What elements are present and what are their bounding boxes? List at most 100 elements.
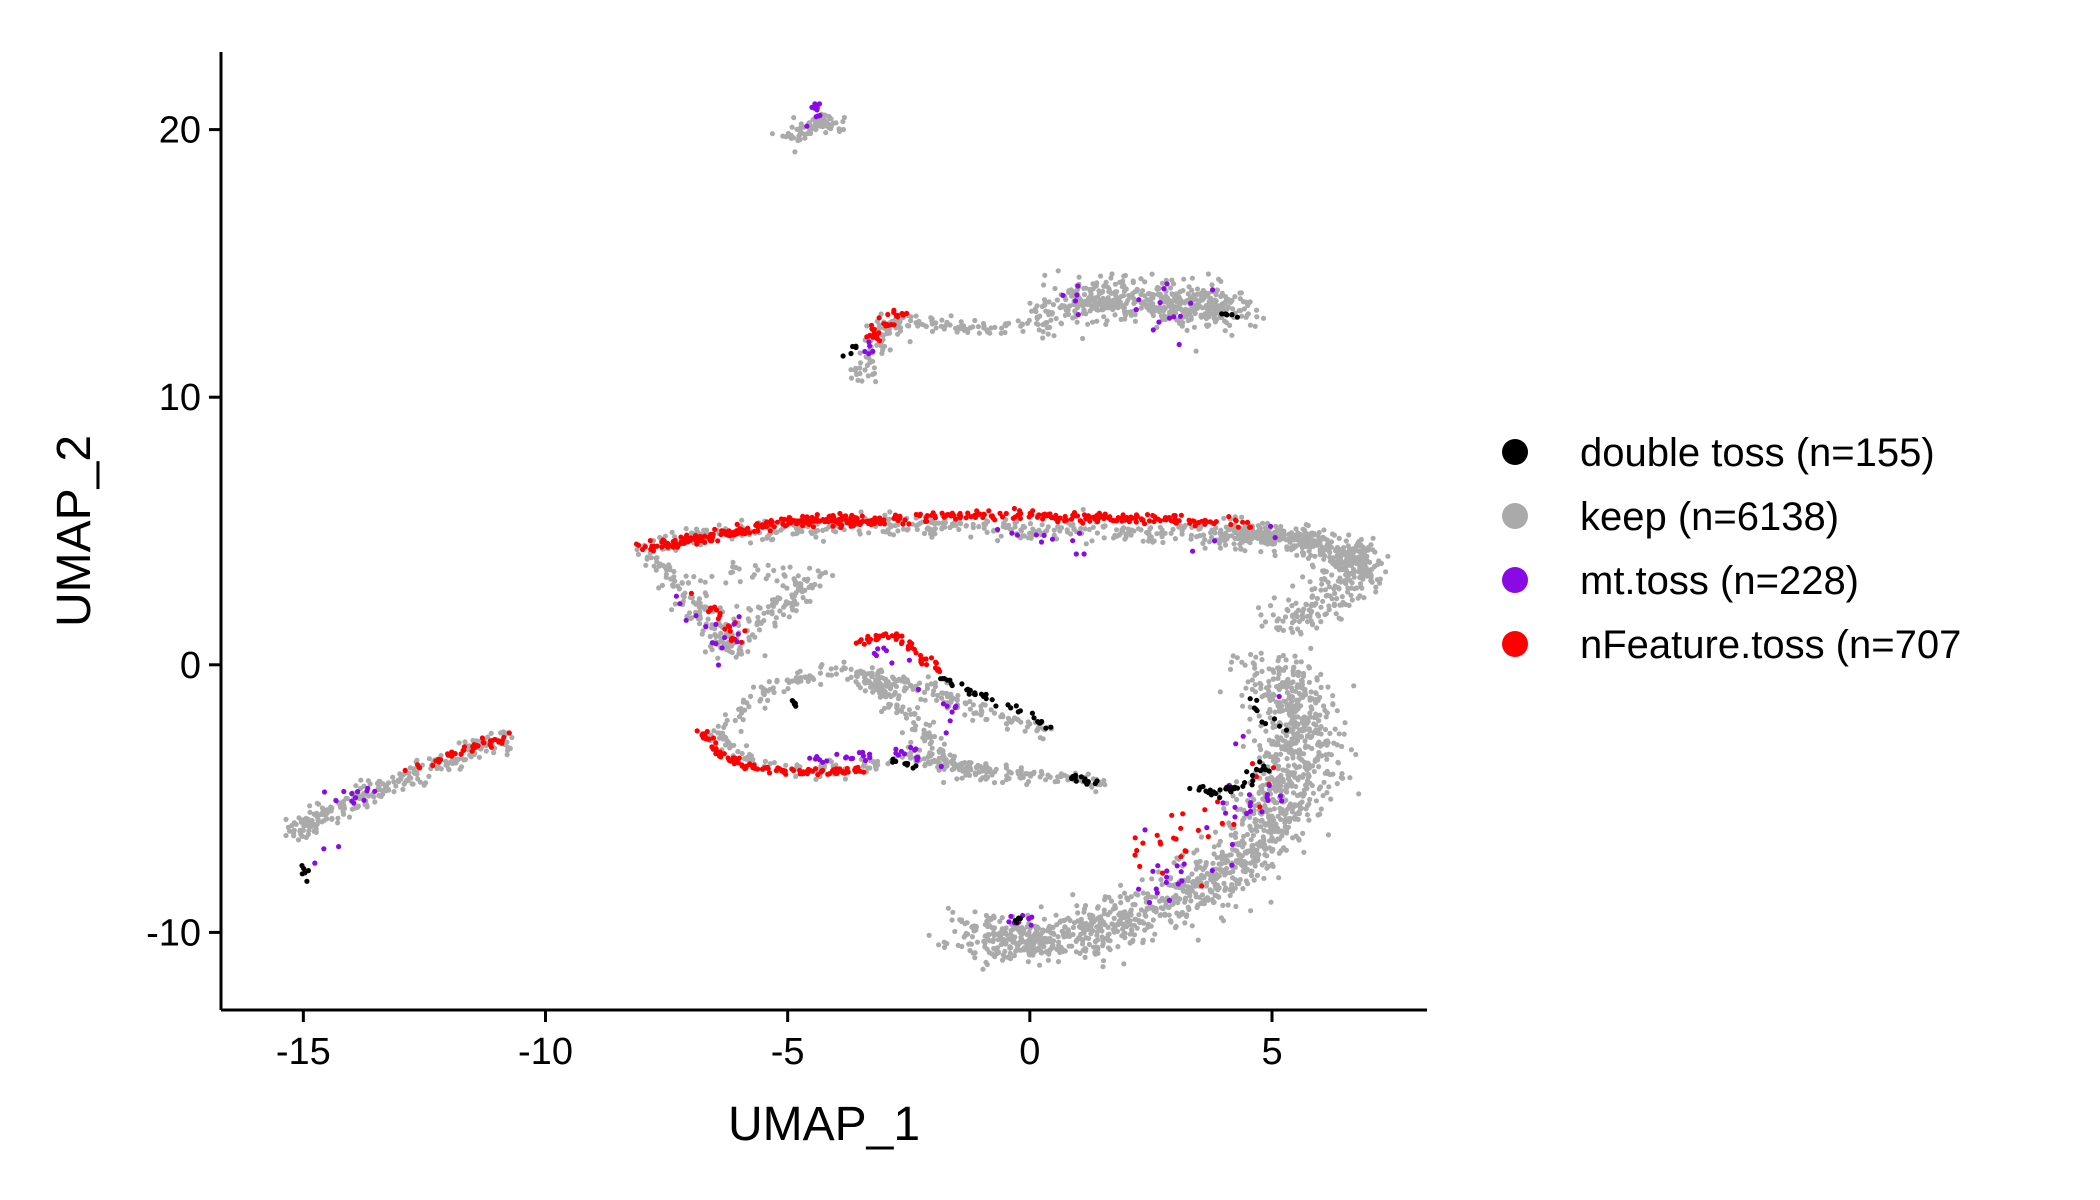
data-point xyxy=(1198,834,1204,840)
data-point xyxy=(1367,559,1373,565)
data-point xyxy=(862,367,868,373)
data-point xyxy=(709,744,715,750)
data-point xyxy=(1336,567,1343,573)
data-point xyxy=(1167,285,1174,291)
data-point xyxy=(794,678,800,684)
data-point xyxy=(931,530,938,536)
data-point xyxy=(1262,852,1268,858)
data-point xyxy=(778,516,785,522)
data-point xyxy=(1114,527,1120,533)
data-point xyxy=(1203,896,1209,902)
data-point xyxy=(948,692,954,699)
data-point xyxy=(978,712,984,718)
data-point xyxy=(1000,714,1006,720)
data-point xyxy=(1315,613,1322,619)
data-point xyxy=(391,789,397,795)
data-point xyxy=(998,533,1004,539)
data-point xyxy=(962,760,968,766)
data-point xyxy=(747,530,753,536)
data-point xyxy=(1187,520,1193,526)
data-point xyxy=(1138,276,1144,282)
data-point xyxy=(1045,936,1051,942)
data-point xyxy=(1199,518,1205,524)
data-point xyxy=(758,620,764,626)
data-point xyxy=(1211,851,1217,857)
data-point xyxy=(1176,320,1183,326)
data-point xyxy=(314,810,320,817)
data-point xyxy=(1258,549,1264,555)
data-point xyxy=(1291,762,1297,768)
data-point xyxy=(1289,809,1295,815)
data-point xyxy=(1123,531,1129,537)
data-point xyxy=(1034,514,1041,520)
data-point xyxy=(1252,863,1258,869)
data-point xyxy=(1259,862,1265,868)
data-point xyxy=(743,743,750,749)
data-point xyxy=(998,931,1004,938)
data-point xyxy=(1082,903,1089,909)
data-point xyxy=(1233,834,1239,841)
data-point xyxy=(1269,667,1276,673)
data-point xyxy=(947,322,953,328)
data-point xyxy=(1295,714,1301,720)
data-point xyxy=(881,321,887,327)
data-point xyxy=(976,524,982,530)
data-point xyxy=(283,816,289,823)
data-point xyxy=(1188,295,1195,301)
data-point xyxy=(1159,527,1165,533)
data-point xyxy=(1004,726,1011,732)
data-point xyxy=(1023,940,1029,946)
data-point xyxy=(698,542,704,548)
data-point xyxy=(1278,523,1284,530)
data-point xyxy=(697,609,703,615)
data-point xyxy=(870,519,877,526)
data-point xyxy=(1080,947,1086,953)
data-point xyxy=(1027,521,1034,527)
data-point xyxy=(879,350,885,356)
data-point xyxy=(1263,822,1269,828)
data-point xyxy=(1239,313,1245,319)
data-point xyxy=(743,756,749,762)
data-point xyxy=(1262,803,1268,809)
data-point xyxy=(995,538,1001,544)
data-point xyxy=(1330,693,1336,699)
data-point xyxy=(1249,843,1255,849)
data-point xyxy=(1306,533,1312,539)
data-point xyxy=(1093,789,1099,795)
data-point xyxy=(1298,684,1304,690)
data-point xyxy=(1036,327,1042,333)
data-point xyxy=(789,766,795,772)
data-point xyxy=(840,126,847,133)
data-point xyxy=(1315,533,1321,539)
data-point xyxy=(675,583,681,589)
data-point xyxy=(1347,577,1353,584)
data-point xyxy=(742,707,748,713)
data-point xyxy=(800,519,806,525)
data-point xyxy=(1004,773,1010,779)
data-point xyxy=(504,752,510,758)
data-point xyxy=(858,360,864,366)
data-point xyxy=(702,590,708,596)
data-point xyxy=(1315,812,1321,818)
data-point xyxy=(307,803,313,809)
data-point xyxy=(1334,596,1340,602)
data-point xyxy=(458,764,465,770)
data-point xyxy=(725,755,731,761)
data-point xyxy=(967,698,973,705)
data-point xyxy=(400,786,406,793)
data-point xyxy=(1308,689,1314,695)
data-point xyxy=(684,532,690,538)
data-point xyxy=(759,536,766,543)
data-point xyxy=(1185,291,1191,297)
data-point xyxy=(1011,938,1017,945)
data-point xyxy=(797,764,803,770)
data-point xyxy=(1068,531,1074,537)
data-point xyxy=(886,326,893,332)
data-point xyxy=(853,673,859,679)
data-point xyxy=(925,674,931,680)
data-point xyxy=(1286,819,1292,825)
data-point xyxy=(1276,850,1282,856)
data-point xyxy=(1234,797,1240,803)
data-point xyxy=(1344,563,1350,569)
data-point xyxy=(769,519,775,525)
